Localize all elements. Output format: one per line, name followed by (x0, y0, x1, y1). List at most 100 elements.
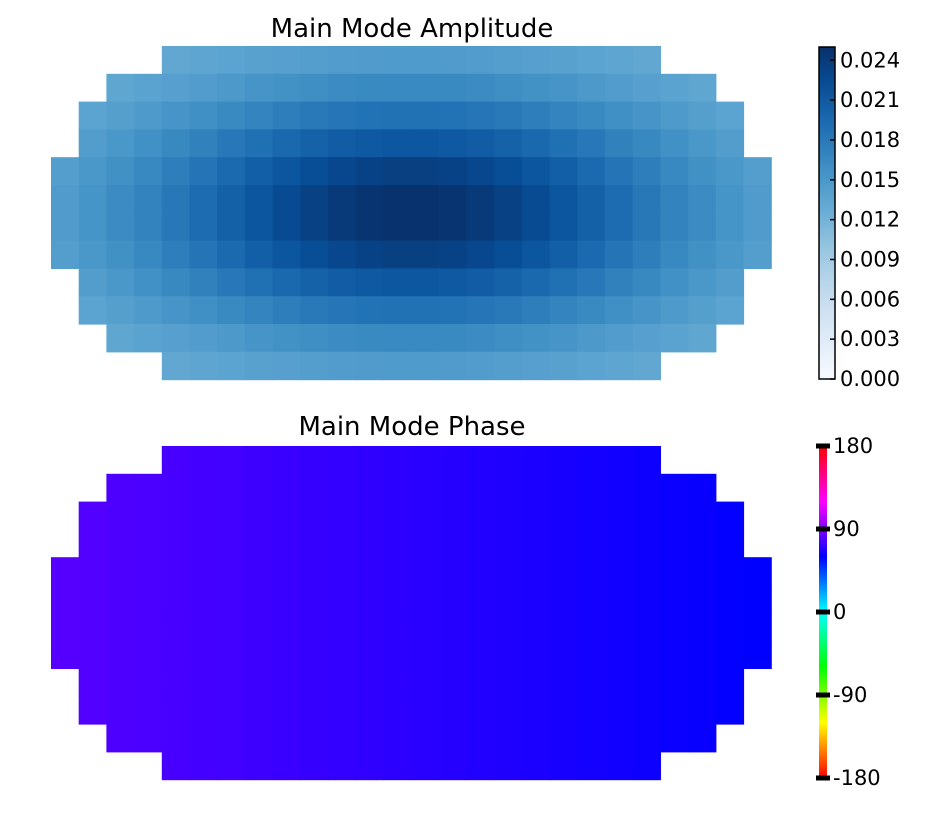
phase-cell (161, 668, 191, 697)
phase-cell (189, 696, 218, 725)
phase-cell (521, 529, 551, 558)
amplitude-cell (605, 46, 634, 75)
phase-cell (660, 557, 689, 586)
amplitude-cell (660, 268, 689, 297)
amplitude-cell (688, 296, 717, 325)
phase-cell (51, 585, 80, 614)
phase-cell (688, 668, 717, 697)
phase-cell (438, 751, 468, 781)
phase-cell (605, 585, 634, 614)
amplitude-cell (244, 240, 274, 269)
phase-title: Main Mode Phase (298, 412, 525, 442)
phase-cell (355, 612, 384, 642)
phase-cell (715, 640, 745, 669)
phase-cell (383, 612, 412, 642)
phase-cell (328, 612, 357, 642)
amplitude-cell (272, 212, 301, 242)
amplitude-cell (549, 324, 578, 353)
amplitude-cell (605, 324, 634, 353)
phase-cell (189, 529, 218, 558)
amplitude-cell (743, 185, 772, 214)
phase-cell (549, 640, 578, 669)
amplitude-cell (244, 268, 274, 297)
phase-cell (577, 724, 606, 753)
amplitude-cell (161, 73, 191, 103)
phase-cell (660, 501, 689, 530)
phase-colorbar-tick-label: -180 (833, 766, 881, 790)
phase-cell (217, 529, 246, 558)
amplitude-cell (272, 157, 301, 186)
amplitude-cell (549, 157, 578, 186)
amplitude-cell (328, 101, 357, 130)
amplitude-cell (466, 212, 495, 242)
phase-cell (521, 585, 551, 614)
amplitude-cell (272, 73, 301, 103)
amplitude-cell (272, 129, 301, 158)
phase-cell (411, 557, 440, 586)
amplitude-cell (355, 101, 384, 130)
amplitude-cell (494, 212, 523, 242)
phase-cell (577, 640, 606, 669)
phase-cell (161, 640, 191, 669)
amplitude-cell (494, 46, 523, 75)
phase-cell (189, 557, 218, 586)
amplitude-cell (161, 324, 191, 353)
amplitude-cell (217, 268, 246, 297)
phase-cell (688, 501, 717, 530)
phase-cell (217, 696, 246, 725)
phase-cell (134, 585, 163, 614)
amplitude-cell (411, 46, 440, 75)
phase-cell (244, 640, 274, 669)
amplitude-cell (466, 73, 495, 103)
amplitude-cell (466, 351, 495, 381)
amplitude-cell (521, 240, 551, 269)
amplitude-cell (411, 129, 440, 158)
amplitude-cell (549, 185, 578, 214)
amplitude-cell (78, 101, 107, 130)
amplitude-cell (383, 101, 412, 130)
phase-cell (78, 668, 107, 697)
phase-cell (438, 640, 468, 669)
phase-cell (106, 724, 135, 753)
amplitude-colorbar-tick-label: 0.009 (840, 247, 900, 271)
phase-cell (355, 529, 384, 558)
phase-cell (300, 501, 329, 530)
amplitude-cell (300, 212, 329, 242)
phase-cell (161, 585, 191, 614)
phase-cell (189, 585, 218, 614)
amplitude-cell (355, 268, 384, 297)
phase-cell (577, 473, 606, 503)
amplitude-cell (743, 240, 772, 269)
amplitude-cell (300, 324, 329, 353)
phase-cell (300, 612, 329, 642)
amplitude-cell (244, 101, 274, 130)
amplitude-cell (632, 324, 661, 353)
phase-cell (383, 724, 412, 753)
amplitude-cell (355, 185, 384, 214)
amplitude-cell (106, 157, 135, 186)
phase-cell (411, 501, 440, 530)
amplitude-cell (328, 157, 357, 186)
amplitude-cell (715, 129, 745, 158)
amplitude-cell (632, 101, 661, 130)
amplitude-cell (549, 351, 578, 381)
amplitude-cell (549, 129, 578, 158)
phase-cell (328, 446, 357, 475)
phase-cell (605, 501, 634, 530)
phase-cell (466, 446, 495, 475)
phase-cell (577, 585, 606, 614)
amplitude-cell (300, 46, 329, 75)
phase-cell (632, 585, 661, 614)
phase-cell (549, 612, 578, 642)
phase-cell (688, 557, 717, 586)
amplitude-cell (189, 268, 218, 297)
phase-cell (466, 585, 495, 614)
phase-cell (438, 585, 468, 614)
phase-cell (328, 529, 357, 558)
phase-cell (244, 473, 274, 503)
amplitude-cell (466, 157, 495, 186)
amplitude-cell (605, 212, 634, 242)
amplitude-cell (244, 351, 274, 381)
amplitude-cell (411, 73, 440, 103)
amplitude-cell (189, 73, 218, 103)
